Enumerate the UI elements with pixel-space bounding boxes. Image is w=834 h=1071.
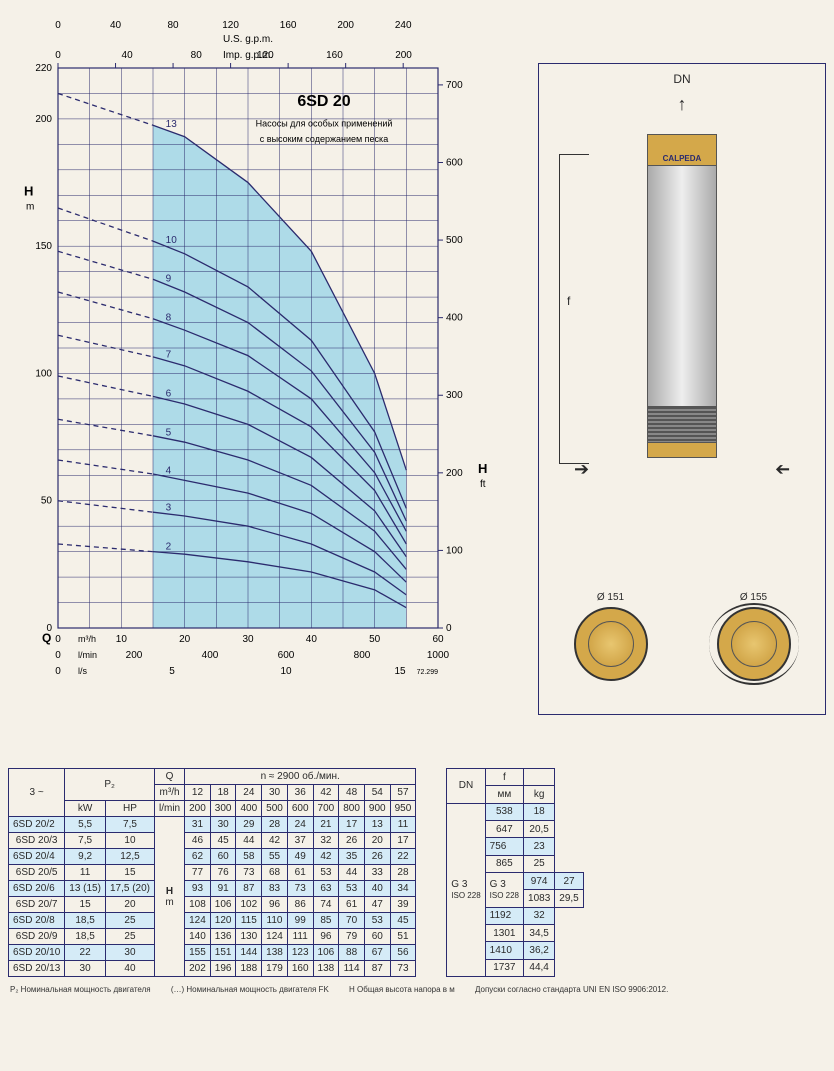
dn-label: DN: [673, 72, 690, 86]
pump-illustration: CALPEDA: [647, 134, 717, 458]
svg-text:с высоким содержанием песка: с высоким содержанием песка: [260, 134, 388, 144]
svg-text:100: 100: [446, 545, 463, 556]
top-view-circle-1: [574, 607, 648, 681]
svg-text:120: 120: [222, 20, 239, 31]
svg-text:Насосы для особых применений: Насосы для особых применений: [256, 119, 393, 129]
arrow-inlet-left-icon: ➔: [574, 459, 589, 480]
svg-text:6: 6: [166, 388, 172, 399]
svg-text:ft: ft: [480, 479, 486, 490]
svg-text:0: 0: [55, 20, 61, 31]
svg-text:200: 200: [446, 468, 463, 479]
svg-text:30: 30: [242, 634, 254, 645]
svg-text:50: 50: [41, 496, 53, 507]
dimensions-table: DNfммkgG 3ISO 2285381864720,57562386525G…: [446, 768, 583, 977]
svg-text:60: 60: [432, 634, 444, 645]
top-view-circle-2: [717, 607, 791, 681]
svg-text:9: 9: [166, 273, 172, 284]
svg-text:700: 700: [446, 80, 463, 91]
svg-text:600: 600: [446, 157, 463, 168]
footnotes: P₂ Номинальная мощность двигателя (…) Но…: [0, 977, 834, 1002]
product-drawing-panel: DN ↑ f CALPEDA ➔ ➔ Ø 151: [538, 8, 826, 728]
svg-text:10: 10: [166, 235, 178, 246]
svg-text:6SD 20: 6SD 20: [297, 93, 350, 110]
svg-text:2: 2: [166, 542, 172, 553]
svg-text:800: 800: [354, 650, 371, 661]
svg-text:400: 400: [446, 313, 463, 324]
svg-text:l/min: l/min: [78, 650, 97, 660]
svg-text:300: 300: [446, 390, 463, 401]
performance-table: 3 ~P₂Qn ≈ 2900 об./мин.m³/h1218243036424…: [8, 768, 416, 977]
svg-text:7: 7: [166, 349, 172, 360]
svg-text:10: 10: [280, 666, 292, 677]
svg-text:13: 13: [166, 119, 178, 130]
svg-text:5: 5: [166, 427, 172, 438]
svg-text:3: 3: [166, 503, 172, 514]
pump-brand-label: CALPEDA: [648, 154, 716, 163]
svg-text:200: 200: [126, 650, 143, 661]
svg-text:40: 40: [306, 634, 318, 645]
svg-text:5: 5: [169, 666, 175, 677]
arrow-inlet-right-icon: ➔: [775, 459, 790, 480]
svg-text:0: 0: [55, 50, 61, 61]
svg-text:200: 200: [337, 20, 354, 31]
svg-text:15: 15: [394, 666, 406, 677]
svg-text:m³/h: m³/h: [78, 634, 96, 644]
svg-text:400: 400: [202, 650, 219, 661]
svg-text:80: 80: [168, 20, 180, 31]
svg-text:240: 240: [395, 20, 412, 31]
svg-text:0: 0: [55, 666, 61, 677]
svg-text:H: H: [478, 461, 487, 476]
svg-text:0: 0: [446, 623, 452, 634]
pump-curve-chart: 234567891013050100150200220Hm01002003004…: [8, 8, 518, 728]
svg-text:20: 20: [179, 634, 191, 645]
svg-text:100: 100: [35, 368, 52, 379]
svg-text:40: 40: [122, 50, 134, 61]
svg-text:160: 160: [326, 50, 343, 61]
svg-text:m: m: [26, 201, 34, 212]
svg-text:l/s: l/s: [78, 666, 88, 676]
svg-text:1000: 1000: [427, 650, 450, 661]
svg-text:72.299: 72.299: [417, 669, 439, 676]
svg-text:50: 50: [369, 634, 381, 645]
svg-text:500: 500: [446, 235, 463, 246]
svg-text:8: 8: [166, 312, 172, 323]
svg-text:200: 200: [395, 50, 412, 61]
svg-text:200: 200: [35, 114, 52, 125]
circle1-dimension: Ø 151: [574, 592, 648, 603]
svg-text:Imp. g.p.m.: Imp. g.p.m.: [223, 50, 273, 61]
svg-text:4: 4: [166, 466, 172, 477]
svg-text:160: 160: [280, 20, 297, 31]
f-dimension-line: f: [559, 154, 589, 464]
svg-text:0: 0: [55, 650, 61, 661]
circle2-dimension: Ø 155: [717, 592, 791, 603]
svg-text:40: 40: [110, 20, 122, 31]
svg-text:H: H: [24, 183, 33, 198]
svg-text:Q: Q: [42, 631, 51, 645]
svg-text:220: 220: [35, 63, 52, 74]
svg-text:150: 150: [35, 241, 52, 252]
svg-text:U.S. g.p.m.: U.S. g.p.m.: [223, 34, 273, 45]
svg-text:10: 10: [116, 634, 128, 645]
svg-text:80: 80: [191, 50, 203, 61]
svg-text:600: 600: [278, 650, 295, 661]
svg-text:0: 0: [55, 634, 61, 645]
arrow-up-icon: ↑: [678, 94, 687, 115]
